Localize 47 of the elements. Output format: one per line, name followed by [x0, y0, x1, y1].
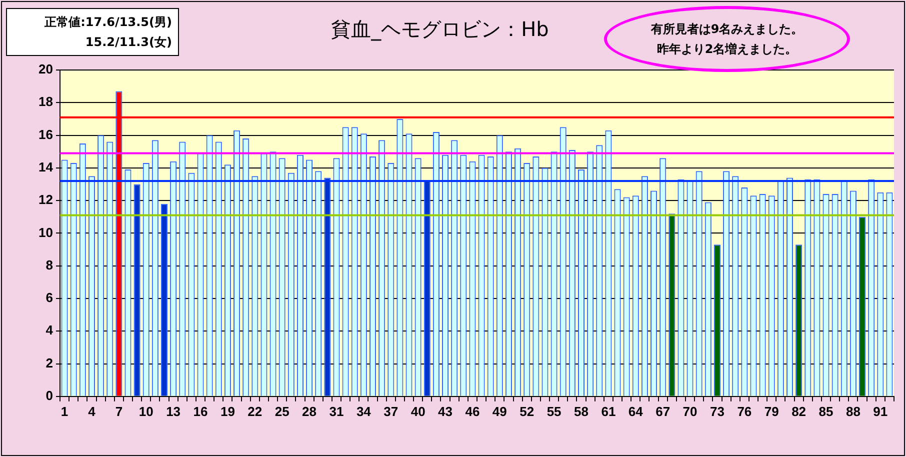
- y-tick-label: 10: [38, 224, 53, 240]
- x-tick-label: 25: [274, 404, 290, 419]
- y-tick-label: 12: [38, 192, 53, 208]
- y-tick-label: 14: [38, 160, 54, 174]
- x-tick-label: 82: [792, 404, 806, 419]
- x-tick-label: 58: [574, 404, 588, 419]
- x-tick-label: 40: [410, 404, 426, 419]
- x-tick-label: 61: [601, 404, 616, 419]
- x-tick-label: 76: [737, 404, 752, 419]
- y-tick-label: 6: [46, 290, 53, 306]
- x-tick-label: 43: [438, 404, 453, 419]
- x-tick-label: 55: [546, 404, 562, 419]
- x-tick-label: 73: [710, 404, 724, 419]
- text: 昨年より2名増えました。: [656, 41, 798, 58]
- x-tick-label: 7: [115, 404, 123, 419]
- text: 15.2/11.3(女): [84, 34, 172, 51]
- text: 有所見者は9名みえました。: [650, 21, 804, 38]
- x-tick-label: 85: [818, 404, 834, 419]
- x-tick-label: 91: [873, 404, 888, 419]
- x-tick-label: 70: [682, 404, 698, 419]
- x-tick-label: 16: [193, 404, 208, 419]
- x-tick-label: 64: [628, 404, 644, 419]
- x-tick-label: 67: [656, 404, 670, 419]
- y-tick-label: 4: [46, 322, 54, 338]
- x-tick-label: 37: [384, 404, 398, 419]
- x-tick-label: 13: [166, 404, 181, 419]
- x-tick-label: 79: [764, 404, 779, 419]
- y-tick-label: 0: [46, 388, 53, 403]
- x-tick-label: 22: [248, 404, 262, 419]
- y-tick-label: 18: [38, 94, 53, 110]
- x-tick-label: 88: [846, 404, 860, 419]
- x-tick-label: 46: [465, 404, 480, 419]
- y-tick-label: 8: [46, 257, 53, 272]
- y-tick-label: 20: [38, 62, 53, 77]
- x-tick-label: 19: [220, 404, 235, 419]
- text: 正常値:17.6/13.5(男): [44, 14, 172, 31]
- x-tick-label: 52: [520, 404, 534, 419]
- x-tick-label: 28: [302, 404, 317, 419]
- chart-title: 貧血_ヘモグロビン：Hb: [330, 16, 550, 43]
- x-tick-label: 1: [60, 404, 68, 419]
- y-tick-label: 16: [38, 126, 53, 142]
- x-tick-label: 31: [329, 404, 344, 419]
- x-tick-label: 34: [356, 404, 372, 419]
- x-tick-label: 4: [88, 404, 96, 419]
- x-tick-label: 10: [138, 404, 154, 419]
- x-tick-label: 49: [492, 404, 507, 419]
- y-tick-label: 2: [46, 355, 53, 370]
